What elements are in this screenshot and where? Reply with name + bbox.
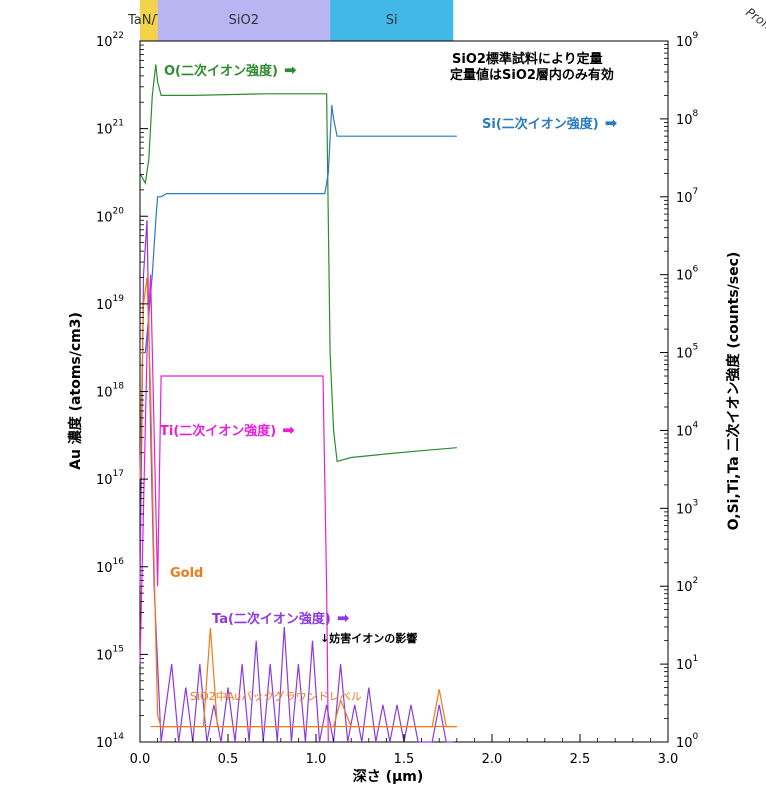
ti-series-label: Ti(二次イオン強度) ➡ <box>160 421 295 439</box>
right-tick-label: 104 <box>676 420 699 439</box>
right-tick-label: 102 <box>676 576 698 595</box>
x-tick-label: 2.0 <box>482 752 503 767</box>
left-tick-label: 1018 <box>96 382 124 401</box>
right-tick-label: 103 <box>676 498 698 517</box>
left-axis: 1014 1015 1016 1017 1018 1019 1020 1021 1022 <box>96 31 148 751</box>
series-line-3 <box>139 220 454 743</box>
interference-annotation: ↓妨害イオンの影響 <box>320 631 417 645</box>
x-tick-label: 2.5 <box>570 752 591 767</box>
left-tick-label: 1014 <box>96 732 124 751</box>
x-tick-label: 0.5 <box>218 752 239 767</box>
series-line-1 <box>140 105 457 354</box>
left-tick-label: 1016 <box>96 557 124 576</box>
left-tick-label: 1015 <box>96 644 124 663</box>
right-tick-label: 100 <box>676 732 699 751</box>
series-line-0 <box>139 64 457 463</box>
layer-label-2: Si <box>386 13 398 28</box>
corner-label: Profile <box>743 5 766 38</box>
right-tick-label: 109 <box>676 31 699 50</box>
layer-label-1: SiO2 <box>229 13 259 28</box>
layer-band-0 <box>140 0 158 41</box>
right-tick-label: 107 <box>676 187 698 206</box>
corner-text: Profile <box>743 5 766 38</box>
x-tick-label: 3.0 <box>658 752 679 767</box>
right-axis: 100 101 102 103 104 105 106 107 108 109 <box>660 31 699 751</box>
left-tick-label: 1019 <box>96 294 124 313</box>
layer-band-1 <box>157 0 331 41</box>
x-axis: 0.0 0.5 1.0 1.5 2.0 2.5 3.0 <box>130 734 679 767</box>
left-tick-label: 1020 <box>96 206 124 225</box>
left-tick-label: 1022 <box>96 31 124 50</box>
left-tick-label: 1021 <box>96 119 124 138</box>
background-level-annotation: SiO2中Auバックグラウンドレベル <box>190 689 362 703</box>
x-tick-label: 0.0 <box>130 752 151 767</box>
right-axis-title: O,Si,Ti,Ta 二次イオン強度 (counts/sec) <box>725 252 742 531</box>
x-tick-label: 1.0 <box>306 752 327 767</box>
o-series-label: O(二次イオン強度) ➡ <box>164 61 297 79</box>
layer-band-2 <box>330 0 454 41</box>
gold-series-label: Gold <box>170 566 203 581</box>
right-tick-label: 108 <box>676 109 699 128</box>
left-axis-title: Au 濃度 (atoms/cm3) <box>67 312 84 470</box>
right-tick-label: 105 <box>676 343 698 362</box>
quant-note-1: SiO2標準試料により定量 <box>452 51 603 67</box>
layer-bands: TaN/Ta SiO2 Si <box>127 0 454 41</box>
ta-series-label: Ta(二次イオン強度) ➡ <box>212 609 350 627</box>
si-series-label: Si(二次イオン強度) ➡ <box>482 114 618 132</box>
x-axis-title: 深さ (μm) <box>353 768 424 785</box>
quant-note-2: 定量値はSiO2層内のみ有効 <box>449 67 614 83</box>
left-tick-label: 1017 <box>96 469 124 488</box>
x-tick-label: 1.5 <box>394 752 415 767</box>
right-tick-label: 106 <box>676 265 699 284</box>
right-tick-label: 101 <box>676 654 698 673</box>
